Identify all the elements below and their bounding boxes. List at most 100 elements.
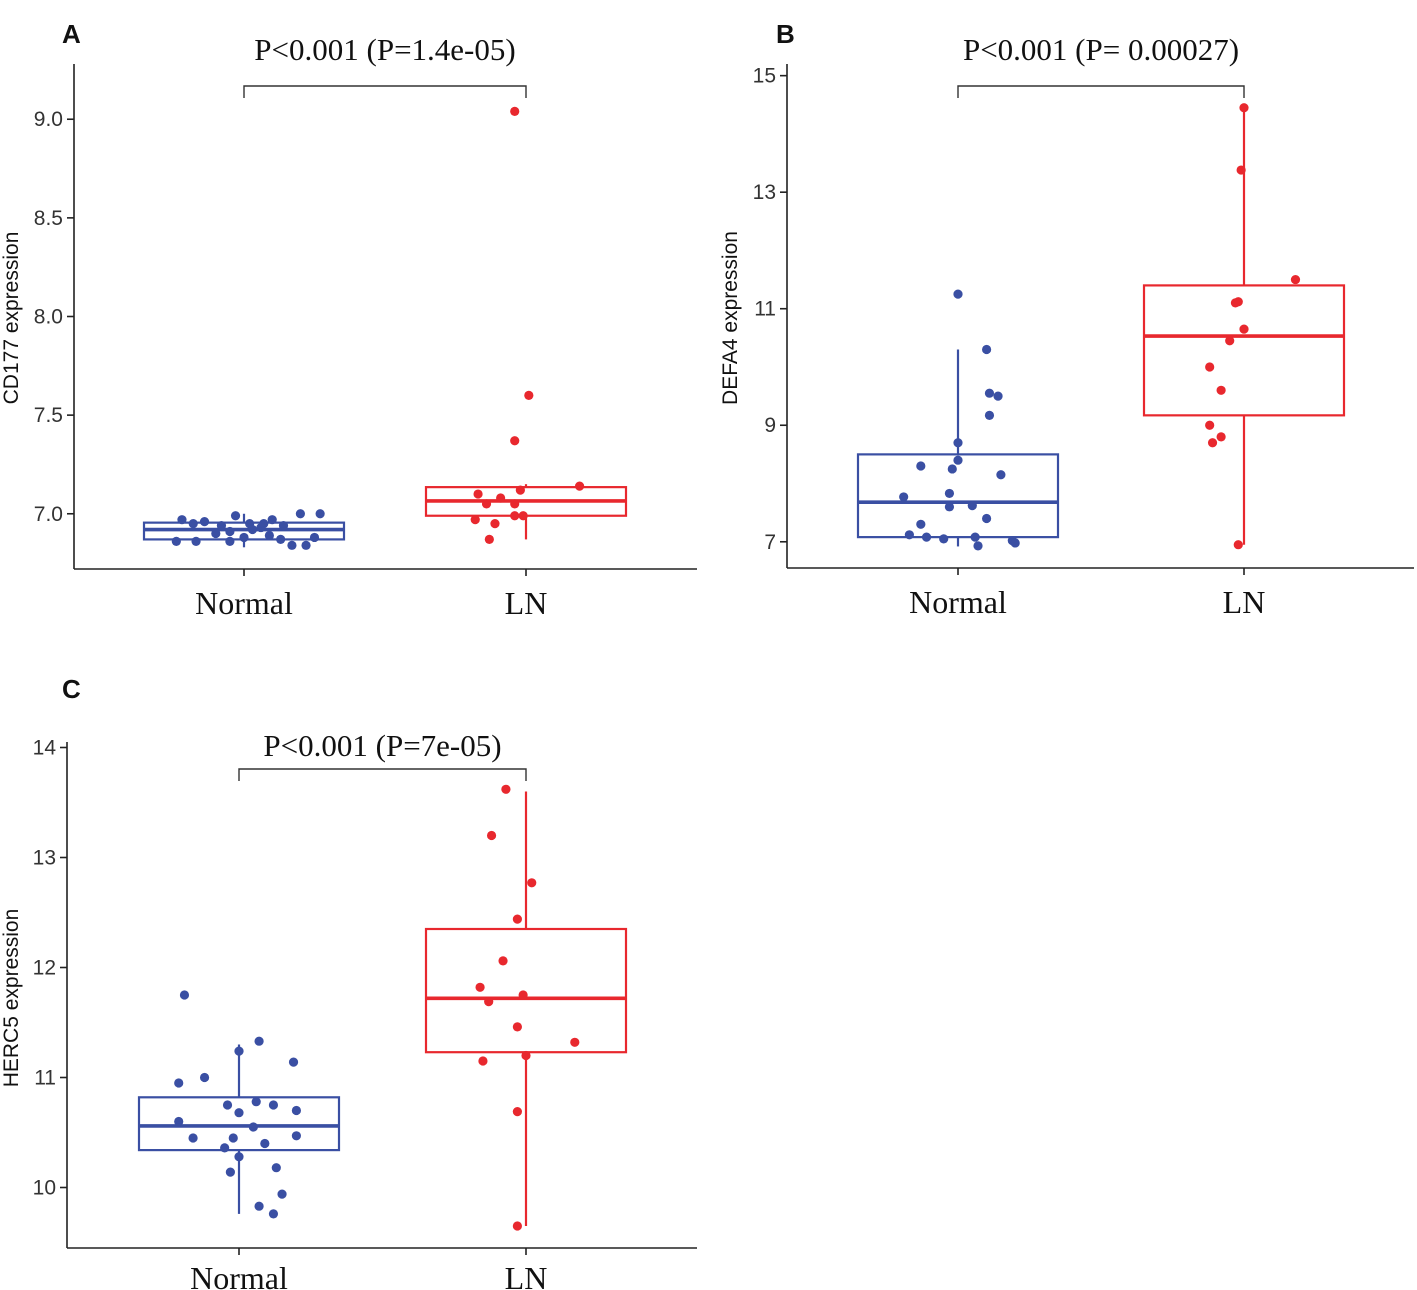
data-point (481, 499, 492, 509)
p-value-label: P<0.001 (P= 0.00027) (963, 32, 1239, 67)
data-point (1233, 540, 1243, 550)
data-point (295, 509, 305, 519)
data-point (939, 534, 949, 544)
data-point (953, 289, 963, 299)
p-value-label: P<0.001 (P=7e-05) (263, 728, 501, 763)
data-point (220, 1143, 230, 1153)
box-normal (856, 453, 1060, 539)
data-point (501, 784, 511, 794)
data-point (510, 511, 520, 521)
data-point (291, 1105, 301, 1116)
data-point (1225, 336, 1235, 346)
data-point (216, 521, 227, 531)
data-point (984, 388, 995, 398)
data-point (982, 344, 992, 355)
box-ln (1142, 284, 1346, 417)
data-point (288, 1057, 299, 1067)
data-point (199, 517, 210, 527)
data-point (904, 530, 914, 540)
data-point (234, 1152, 244, 1162)
data-point (518, 990, 528, 1000)
y-axis-title: HERC5 expression (0, 909, 23, 1088)
y-tick-label: 7 (764, 531, 776, 554)
data-point (230, 511, 241, 521)
data-point (248, 1122, 258, 1132)
data-point (475, 982, 485, 992)
x-category-label: Normal (190, 1260, 288, 1290)
data-point (234, 1046, 244, 1056)
data-point (512, 1022, 522, 1032)
data-point (510, 436, 520, 446)
y-tick-label: 8.5 (34, 207, 63, 230)
y-axis-title: CD177 expression (0, 232, 23, 405)
data-point (268, 1100, 279, 1110)
data-point (1290, 274, 1301, 285)
data-point (899, 492, 909, 502)
data-point (267, 515, 277, 525)
data-point (277, 1189, 287, 1199)
data-point (947, 464, 957, 474)
panel-letter: A (62, 19, 81, 49)
data-point (484, 534, 494, 545)
data-point (291, 1131, 301, 1141)
data-point (486, 830, 497, 841)
data-point (1236, 165, 1246, 175)
data-point (179, 990, 190, 1000)
significance-bracket (238, 768, 527, 781)
data-point (967, 501, 977, 511)
data-point (177, 515, 187, 525)
data-point (921, 532, 932, 542)
data-point (574, 481, 585, 491)
data-point (490, 519, 500, 529)
data-point (188, 519, 198, 529)
data-point (225, 1167, 235, 1177)
y-tick-label: 15 (753, 65, 776, 88)
data-point (944, 488, 955, 499)
x-category-label: LN (505, 585, 548, 621)
y-tick-label: 13 (753, 181, 776, 204)
data-point (225, 536, 235, 546)
data-point (254, 1201, 264, 1211)
data-point (473, 489, 483, 499)
data-point (916, 519, 926, 529)
data-point (268, 1209, 279, 1219)
data-point (1205, 362, 1215, 372)
data-point (264, 530, 274, 541)
data-point (570, 1037, 580, 1047)
data-point (984, 410, 995, 420)
data-point (247, 524, 258, 535)
x-category-label: Normal (195, 585, 293, 621)
data-point (1230, 298, 1241, 308)
data-point (527, 878, 537, 888)
data-point (239, 532, 249, 543)
data-point (309, 532, 320, 543)
data-point (518, 511, 528, 521)
y-axis-title: DEFA4 expression (719, 231, 742, 405)
data-point (1207, 438, 1218, 448)
significance-bracket (243, 85, 527, 98)
data-point (916, 461, 926, 471)
data-point (1205, 420, 1215, 430)
data-point (953, 455, 963, 465)
data-point (512, 914, 522, 924)
data-point (188, 1133, 198, 1143)
box-ln (424, 927, 628, 1054)
data-point (251, 1097, 261, 1107)
data-point (1216, 432, 1226, 442)
y-tick-label: 7.0 (34, 503, 63, 526)
data-point (191, 536, 201, 546)
data-point (199, 1072, 210, 1083)
data-point (512, 1107, 522, 1117)
data-point (524, 390, 534, 401)
chart-panel-a: A 7.0 7.5 8.0 8.5 9.0 Normal LN CD177 expression… (0, 19, 697, 621)
y-tick-label: 7.5 (34, 404, 63, 427)
data-point (315, 509, 325, 519)
data-point (171, 536, 181, 546)
p-value-label: P<0.001 (P=1.4e-05) (254, 32, 515, 67)
box-normal (137, 1096, 341, 1152)
data-point (234, 1108, 244, 1118)
y-tick-label: 13 (33, 847, 56, 870)
y-tick-label: 10 (33, 1177, 56, 1200)
data-point (484, 997, 494, 1007)
data-point (259, 519, 269, 529)
